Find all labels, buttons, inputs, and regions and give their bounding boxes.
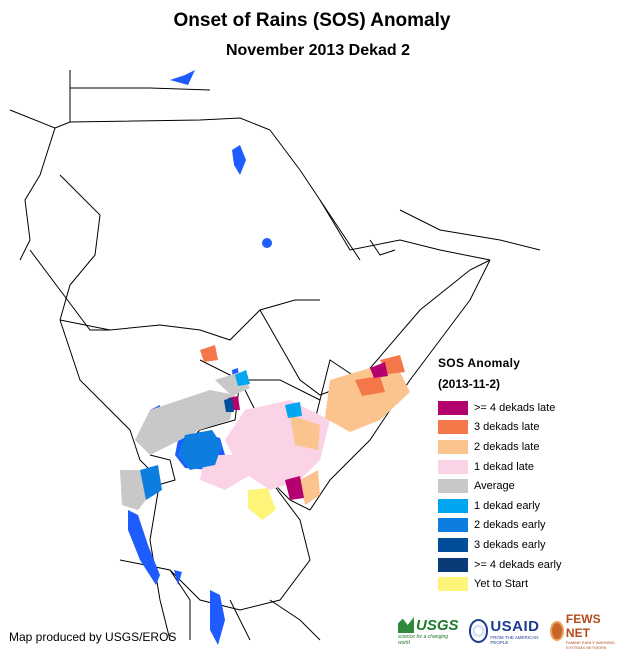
legend-swatch (438, 537, 468, 552)
legend-swatch (438, 557, 468, 572)
lake-tanganyika (128, 510, 160, 585)
legend-item: 2 dekads late (438, 437, 618, 457)
border-rwanda (149, 454, 176, 486)
fews-logo-text: FEWS NET (565, 612, 601, 640)
legend-label: 3 dekads late (474, 421, 540, 434)
patch-2-dekad-early-uganda (140, 465, 162, 500)
legend-label: Average (474, 480, 515, 493)
legend: SOS Anomaly (2013-11-2) >= 4 dekads late… (438, 356, 618, 594)
anomaly-patches (120, 345, 410, 520)
lake-malawi (210, 590, 225, 645)
patch-3-dekad-early (224, 398, 234, 412)
patch-average-west (135, 390, 235, 455)
legend-swatch (438, 459, 468, 474)
logo-bar: USGS science for a changing world USAID … (398, 612, 624, 650)
border-djibouti (369, 239, 396, 256)
legend-item: 3 dekads early (438, 535, 618, 555)
red-sea-fringe (170, 70, 195, 85)
lake-rukwa (174, 570, 182, 585)
legend-label: >= 4 dekads late (474, 401, 556, 414)
border-sudan-chad (59, 174, 101, 321)
legend-swatch (438, 518, 468, 533)
patch-1-dekad-early-kenya (285, 402, 302, 418)
water-bodies (128, 70, 272, 645)
usaid-logo-text: USAID (490, 617, 540, 635)
legend-label: 1 dekad early (474, 499, 541, 512)
border-yemen (399, 209, 541, 251)
border-libya-egypt (54, 70, 71, 129)
legend-item: >= 4 dekads late (438, 398, 618, 418)
legend-date: (2013-11-2) (438, 377, 501, 391)
border-sudan-eritrea (269, 129, 361, 261)
usgs-wave-icon (398, 617, 414, 633)
patch-yet-to-start (248, 488, 276, 520)
legend-item: 1 dekad late (438, 457, 618, 477)
legend-label: 2 dekads early (474, 519, 546, 532)
map-credit: Map produced by USGS/EROS (9, 630, 177, 644)
patch-2-dekad-late-south (300, 470, 320, 505)
legend-swatch (438, 400, 468, 415)
usgs-logo-text: USGS (416, 616, 459, 634)
fews-tagline: FAMINE EARLY WARNING SYSTEMS NETWORK (565, 640, 615, 650)
border-car (29, 249, 110, 331)
border-somalia-coast (309, 259, 491, 511)
patch-2-dekad-late-somalia (325, 368, 410, 432)
usaid-logo: USAID FROM THE AMERICAN PEOPLE (468, 617, 544, 645)
legend-item: Average (438, 476, 618, 496)
border-sudan-south (59, 299, 320, 341)
patch-1-dekad-early-west (235, 370, 250, 386)
patch-4-dekad-late-somalia (370, 362, 388, 378)
map-subtitle: November 2013 Dekad 2 (225, 42, 411, 59)
legend-item: Yet to Start (438, 574, 618, 594)
fews-globe-icon (549, 621, 564, 641)
lake-tana-small (262, 238, 272, 248)
border-ethiopia-north (319, 199, 491, 261)
legend-label: Yet to Start (474, 578, 529, 591)
legend-label: 3 dekads early (474, 538, 546, 551)
patch-4-dekad-late-kenya (285, 476, 304, 500)
legend-label: 2 dekads late (474, 440, 540, 453)
legend-item: >= 4 dekads early (438, 555, 618, 575)
border-malawi (229, 599, 251, 641)
legend-item: 2 dekads early (438, 516, 618, 536)
border-mozambique (269, 599, 321, 641)
map-title: Onset of Rains (SOS) Anomaly (173, 10, 451, 31)
legend-swatch (438, 439, 468, 454)
usaid-tagline: FROM THE AMERICAN PEOPLE (490, 634, 539, 645)
legend-item: 1 dekad early (438, 496, 618, 516)
usgs-logo: USGS science for a changing world (398, 617, 459, 646)
fews-net-logo: FEWS NET FAMINE EARLY WARNING SYSTEMS NE… (549, 612, 624, 650)
legend-rows: >= 4 dekads late 3 dekads late 2 dekads la… (438, 398, 618, 594)
legend-label: >= 4 dekads early (474, 558, 562, 571)
legend-swatch (438, 577, 468, 592)
patch-2-dekad-early-drc (178, 430, 222, 470)
patch-3-dekad-late-west (200, 345, 218, 362)
border-kenya-north (240, 379, 321, 401)
legend-swatch (438, 479, 468, 494)
usaid-seal-icon (468, 619, 489, 643)
legend-label: 1 dekad late (474, 460, 534, 473)
border-libya-chad (9, 109, 56, 261)
legend-swatch (438, 498, 468, 513)
border-egypt-north (70, 87, 211, 91)
legend-title: SOS Anomaly (438, 356, 521, 370)
usgs-tagline: science for a changing world (398, 633, 449, 646)
legend-swatch (438, 420, 468, 435)
patch-3-dekad-late-somalia (355, 376, 385, 396)
lake-nasser (232, 145, 246, 175)
border-egypt-sudan (69, 117, 271, 131)
patch-2-dekad-late-kenya (290, 415, 320, 450)
legend-item: 3 dekads late (438, 418, 618, 438)
